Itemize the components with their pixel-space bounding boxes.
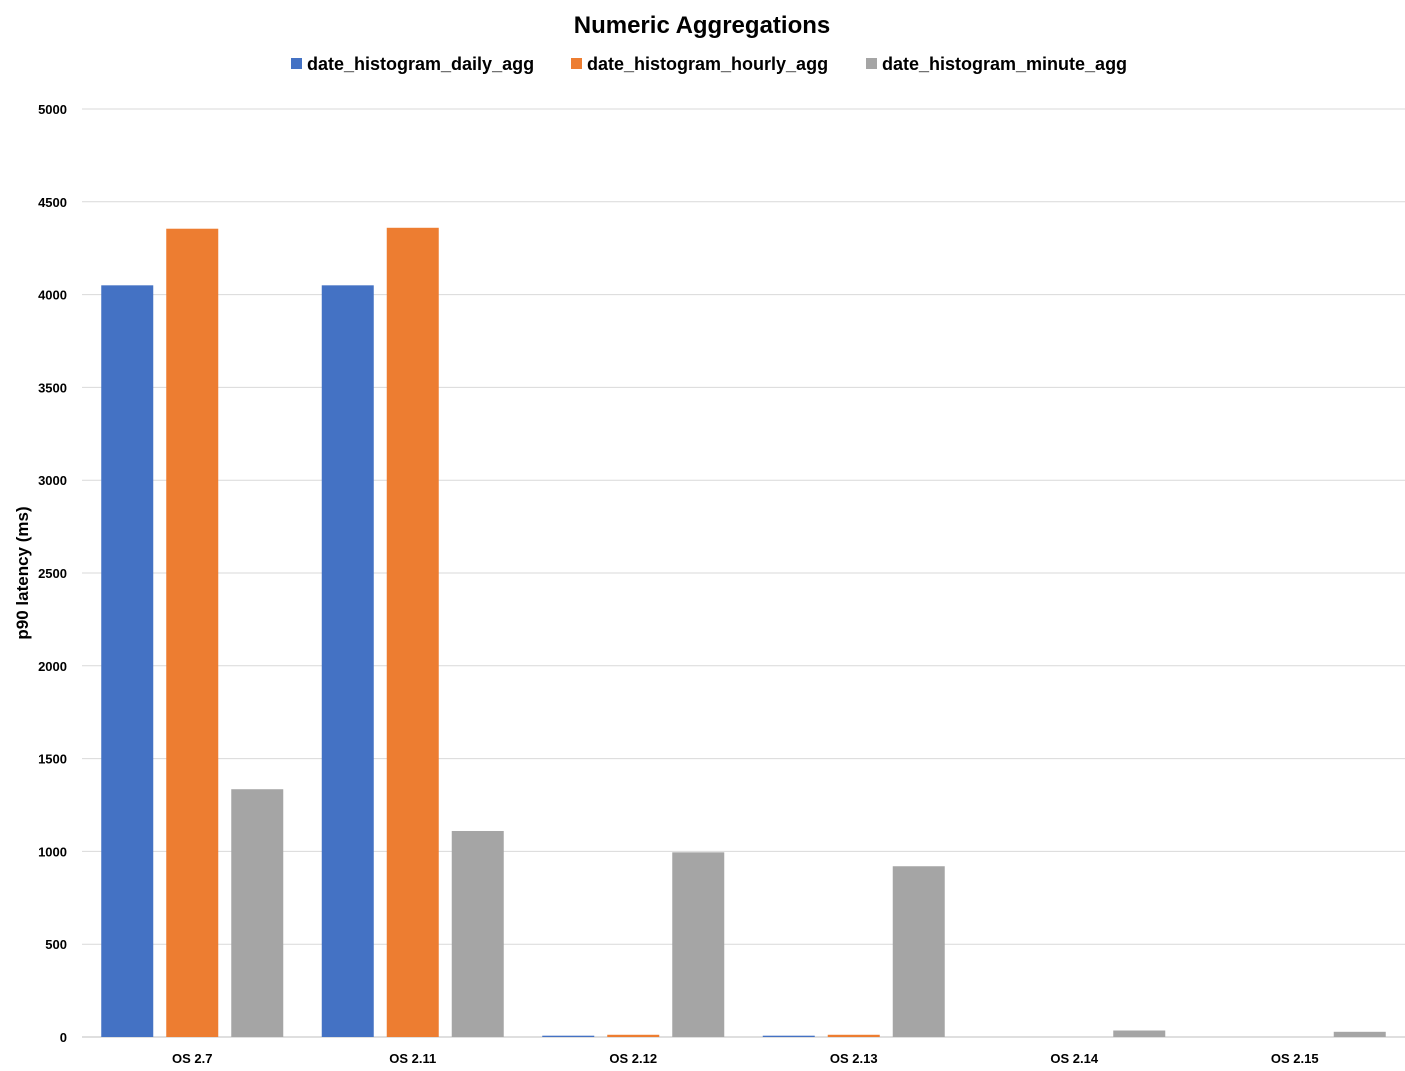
y-tick-label: 5000 [38, 102, 67, 117]
bar-date-histogram-minute-agg-3 [892, 866, 945, 1037]
y-tick-label: 500 [45, 937, 67, 952]
bar-date-histogram-daily-agg-3 [762, 1035, 815, 1037]
y-tick-label: 2000 [38, 659, 67, 674]
y-tick-label: 1000 [38, 844, 67, 859]
legend-entry: date_histogram_hourly_agg [587, 54, 828, 74]
y-tick-label: 3000 [38, 473, 67, 488]
legend-entry: date_histogram_daily_agg [307, 54, 534, 74]
legend: date_histogram_daily_agg date_histogram_h… [291, 54, 1127, 74]
bar-date-histogram-daily-agg-0 [101, 285, 154, 1037]
x-tick-label: OS 2.12 [609, 1051, 657, 1066]
y-tick-label: 0 [60, 1030, 67, 1045]
bar-date-histogram-daily-agg-2 [542, 1035, 595, 1037]
x-tick-label: OS 2.14 [1050, 1051, 1098, 1066]
chart-title: Numeric Aggregations [574, 12, 831, 39]
gridlines [82, 108, 1405, 1038]
x-axis-ticks: OS 2.7 OS 2.11 OS 2.12 OS 2.13 OS 2.14 OS 2.1… [172, 1051, 1319, 1066]
bar-date-histogram-minute-agg-5 [1333, 1031, 1386, 1037]
bar-date-histogram-hourly-agg-0 [166, 228, 219, 1037]
bar-date-histogram-daily-agg-1 [321, 285, 374, 1037]
y-tick-label: 1500 [38, 752, 67, 767]
legend-swatch [866, 58, 877, 69]
legend-swatch [571, 58, 582, 69]
y-tick-label: 4500 [38, 195, 67, 210]
bar-date-histogram-minute-agg-2 [672, 852, 725, 1037]
bar-date-histogram-minute-agg-4 [1113, 1030, 1166, 1037]
bar-date-histogram-minute-agg-1 [451, 830, 504, 1037]
bar-date-histogram-hourly-agg-3 [827, 1034, 880, 1037]
bar-date-histogram-hourly-agg-2 [607, 1034, 660, 1037]
x-tick-label: OS 2.15 [1271, 1051, 1319, 1066]
y-axis-title: p90 latency (ms) [13, 506, 32, 639]
y-tick-label: 3500 [38, 380, 67, 395]
y-tick-label: 2500 [38, 566, 67, 581]
x-tick-label: OS 2.13 [830, 1051, 878, 1066]
bar-date-histogram-hourly-agg-1 [386, 227, 439, 1037]
y-tick-label: 4000 [38, 288, 67, 303]
legend-swatch [291, 58, 302, 69]
bars [101, 227, 1386, 1037]
legend-entry: date_histogram_minute_agg [882, 54, 1127, 74]
bar-date-histogram-minute-agg-0 [231, 789, 284, 1037]
x-tick-label: OS 2.11 [389, 1051, 436, 1066]
x-tick-label: OS 2.7 [172, 1051, 212, 1066]
y-axis-ticks: 0 500 1000 1500 2000 2500 3000 3500 4000 4500 5000 [38, 102, 67, 1045]
